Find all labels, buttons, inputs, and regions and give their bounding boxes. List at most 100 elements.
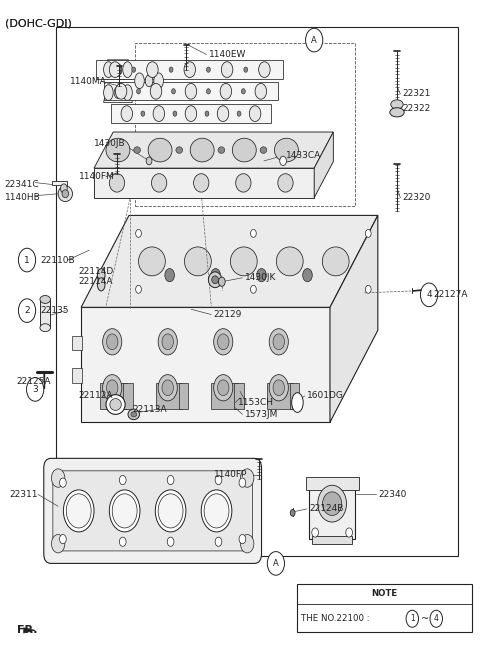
Ellipse shape [137,89,141,94]
Circle shape [136,286,142,293]
Ellipse shape [131,412,137,417]
Text: 1140MA: 1140MA [70,77,107,86]
Ellipse shape [150,84,162,99]
Ellipse shape [109,62,121,78]
Ellipse shape [323,247,349,276]
Circle shape [66,494,91,528]
Ellipse shape [218,147,225,153]
Ellipse shape [276,247,303,276]
Ellipse shape [236,174,251,192]
Ellipse shape [237,111,241,116]
Circle shape [240,534,254,553]
Text: 22113A: 22113A [132,405,167,414]
Circle shape [420,283,438,307]
Polygon shape [314,132,333,197]
Circle shape [204,494,229,528]
Polygon shape [24,628,35,633]
Text: 22114D: 22114D [79,266,114,276]
Bar [306,477,359,490]
Ellipse shape [218,277,225,286]
Ellipse shape [109,174,125,192]
Ellipse shape [391,100,403,109]
Ellipse shape [230,247,257,276]
Text: 22340: 22340 [379,490,407,499]
Ellipse shape [260,147,267,153]
Circle shape [26,378,44,401]
Circle shape [107,334,118,349]
Ellipse shape [193,174,209,192]
Text: 1153CH: 1153CH [238,398,274,407]
Bar [234,383,244,409]
Ellipse shape [128,409,140,420]
Ellipse shape [145,75,153,87]
Bar [156,383,182,409]
Circle shape [430,610,443,627]
Text: 1430JB: 1430JB [94,139,126,148]
Bar [310,480,355,539]
Ellipse shape [153,106,165,122]
Ellipse shape [40,295,50,303]
Text: 22124B: 22124B [310,505,344,513]
FancyBboxPatch shape [53,471,252,551]
Ellipse shape [171,89,175,94]
Bar [81,307,330,422]
Circle shape [273,380,285,395]
Circle shape [107,380,118,395]
Ellipse shape [176,147,182,153]
Text: 1140HB: 1140HB [4,193,40,202]
Text: 22321: 22321 [403,89,431,99]
Text: ~: ~ [421,614,429,624]
Polygon shape [135,71,163,91]
Circle shape [146,157,152,165]
Bar [100,383,127,409]
Ellipse shape [323,492,342,515]
Circle shape [51,469,65,487]
Text: 1430JK: 1430JK [245,273,276,282]
Text: 22322: 22322 [403,104,431,113]
Ellipse shape [290,509,295,516]
Circle shape [267,551,285,575]
Ellipse shape [220,84,232,99]
Text: 1433CA: 1433CA [286,151,321,160]
Text: 1: 1 [410,615,415,623]
Bar [40,300,50,328]
Circle shape [269,329,288,355]
Circle shape [239,534,246,544]
Bar [179,383,188,409]
Bar [94,168,314,197]
Circle shape [165,268,174,282]
Bar [298,584,472,632]
Ellipse shape [206,67,210,72]
Ellipse shape [208,272,222,288]
Ellipse shape [148,138,172,162]
Circle shape [306,28,323,52]
Ellipse shape [241,89,245,94]
Bar [96,61,283,79]
Circle shape [103,329,122,355]
Circle shape [162,380,173,395]
Ellipse shape [206,89,210,94]
Bar [267,383,293,409]
Ellipse shape [154,73,163,89]
Text: A: A [273,559,279,568]
Ellipse shape [97,278,105,291]
Text: 22311: 22311 [9,490,38,499]
Circle shape [215,537,222,546]
Text: 2: 2 [24,306,30,315]
Circle shape [312,528,319,537]
Circle shape [365,230,371,238]
Circle shape [167,537,174,546]
Ellipse shape [114,64,122,76]
Ellipse shape [255,84,266,99]
Ellipse shape [249,106,261,122]
Ellipse shape [106,395,125,415]
Ellipse shape [221,62,233,78]
Ellipse shape [292,393,303,413]
Text: 4: 4 [434,615,439,623]
Ellipse shape [104,62,113,78]
Ellipse shape [205,111,209,116]
Text: 1140FM: 1140FM [79,172,114,181]
Polygon shape [330,215,378,422]
Text: 1573JM: 1573JM [245,410,278,419]
Text: FR.: FR. [17,625,38,636]
